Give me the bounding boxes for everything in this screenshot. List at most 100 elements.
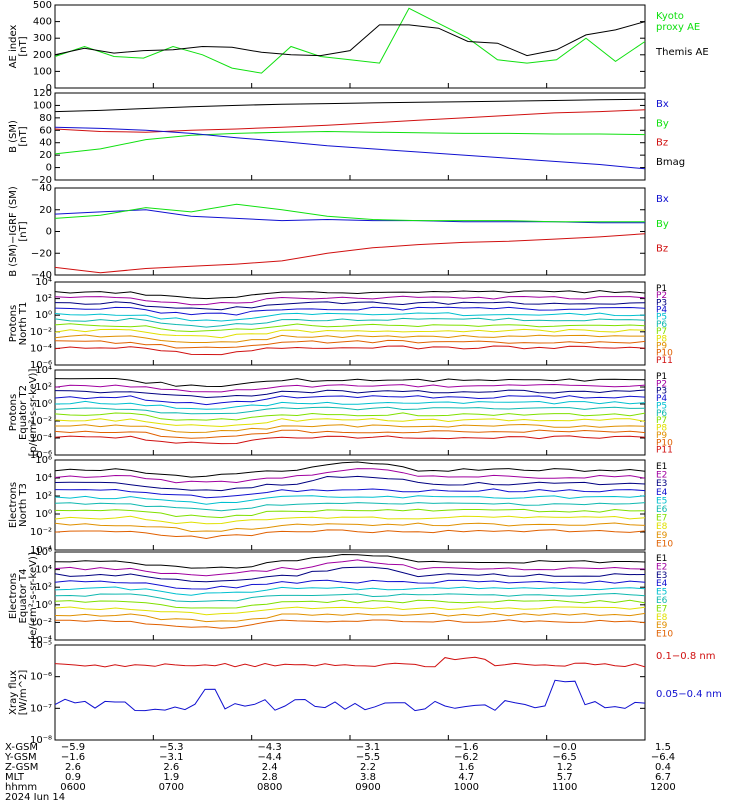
series-line: [54, 656, 646, 668]
y-tick-label: 10⁶: [35, 547, 52, 558]
legend-label: P10: [656, 438, 673, 448]
y-tick-label: 20: [39, 150, 52, 161]
legend-label: P6: [656, 320, 667, 330]
channel-line: [54, 323, 646, 333]
legend-label: E2: [656, 562, 667, 572]
channel-line: [54, 317, 646, 328]
ephemeris-value: −1.6: [61, 752, 85, 763]
y-tick-label: 80: [39, 113, 52, 124]
y-axis-label: [W/m^2]: [18, 670, 29, 716]
ephemeris-value: 3.8: [360, 772, 376, 783]
ephemeris-value: 2.4: [262, 762, 278, 773]
channel-line: [54, 612, 646, 623]
legend-label: By: [656, 219, 669, 230]
channel-line: [54, 301, 646, 311]
y-tick-label: 10⁰: [35, 600, 52, 611]
y-tick-label: 10⁻²: [30, 327, 52, 338]
ephemeris-value: 1.2: [557, 762, 573, 773]
channel-line: [55, 423, 646, 434]
y-axis-label: B (SM): [8, 120, 19, 153]
legend-label: E5: [656, 588, 667, 598]
ephemeris-value: 2.2: [360, 762, 376, 773]
legend-label: P6: [656, 409, 667, 419]
channel-line: [54, 502, 646, 512]
y-tick-label: 10⁻⁶: [30, 450, 52, 461]
y-tick-label: 0: [46, 163, 52, 174]
y-axis-label: Equator T4: [18, 569, 29, 624]
y-tick-label: 10⁻⁴: [30, 343, 52, 354]
y-tick-label: 200: [33, 50, 52, 61]
y-tick-label: 0: [46, 227, 52, 238]
y-tick-label: 10⁴: [35, 473, 52, 484]
legend-label: proxy AE: [656, 22, 700, 33]
channel-line: [54, 312, 646, 322]
y-tick-label: 10⁻⁴: [30, 433, 52, 444]
ephemeris-value: 2.6: [65, 762, 81, 773]
series-line: [54, 98, 646, 113]
legend-label: P1: [656, 372, 667, 382]
channel-line: [54, 435, 646, 445]
legend-label: E9: [656, 621, 668, 631]
series-line: [54, 7, 646, 74]
legend-label: E8: [656, 613, 668, 623]
channel-line: [54, 306, 646, 316]
ephemeris-value: 1.5: [655, 742, 671, 753]
channel-line: [54, 495, 646, 505]
legend-label: Bmag: [656, 157, 685, 168]
y-axis-label: [nT]: [18, 36, 29, 56]
ephemeris-value: −6.2: [454, 752, 478, 763]
ephemeris-value: −5.3: [159, 742, 183, 753]
channel-line: [54, 290, 646, 300]
legend-label: Bx: [656, 194, 669, 205]
series-line: [54, 679, 646, 712]
y-tick-label: 10⁻²: [30, 416, 52, 427]
y-tick-label: 100: [33, 66, 52, 77]
panel-frame: [54, 459, 646, 551]
y-tick-label: 10⁻⁸: [30, 735, 52, 746]
y-tick-label: 400: [33, 17, 52, 28]
ephemeris-value: 0600: [60, 782, 85, 793]
ephemeris-value: 0800: [257, 782, 282, 793]
y-axis-label: AE index: [8, 25, 19, 69]
channel-line: [54, 334, 645, 343]
legend-label: Themis AE: [655, 47, 709, 58]
y-axis-label: North T1: [18, 302, 29, 346]
series-line: [54, 109, 646, 133]
legend-label: P9: [656, 341, 667, 351]
y-axis-label: Equator T2: [18, 385, 29, 440]
channel-line: [54, 412, 646, 421]
y-tick-label: 10⁻⁵: [30, 640, 52, 651]
legend-label: P4: [656, 306, 667, 316]
y-tick-label: 10⁻⁶: [30, 672, 52, 683]
series-line: [54, 130, 646, 155]
y-tick-label: 10⁻²: [30, 527, 52, 538]
legend-label: P7: [656, 327, 667, 337]
legend-label: E5: [656, 496, 667, 506]
panel-frame: [54, 187, 646, 276]
panel-frame: [54, 92, 646, 181]
legend-label: E1: [656, 554, 667, 564]
legend-label: P11: [656, 446, 673, 456]
ephemeris-value: 1.9: [163, 772, 179, 783]
ephemeris-value: 0900: [355, 782, 380, 793]
channel-line: [54, 553, 646, 569]
channel-line: [54, 579, 646, 590]
channel-line: [54, 461, 646, 478]
legend-label: E7: [656, 604, 667, 614]
legend-label: P9: [656, 431, 667, 441]
channel-line: [54, 383, 646, 393]
ephemeris-value: −0.0: [553, 742, 577, 753]
channel-line: [54, 406, 646, 415]
ephemeris-value: −4.4: [258, 752, 282, 763]
y-tick-label: 20: [39, 205, 52, 216]
channel-line: [55, 619, 646, 629]
channel-line: [54, 339, 646, 349]
legend-label: Bx: [656, 99, 669, 110]
channel-line: [54, 599, 646, 609]
y-tick-label: 0: [46, 83, 52, 94]
ephemeris-label: hhmm: [5, 782, 37, 793]
ephemeris-value: 2.6: [163, 762, 179, 773]
